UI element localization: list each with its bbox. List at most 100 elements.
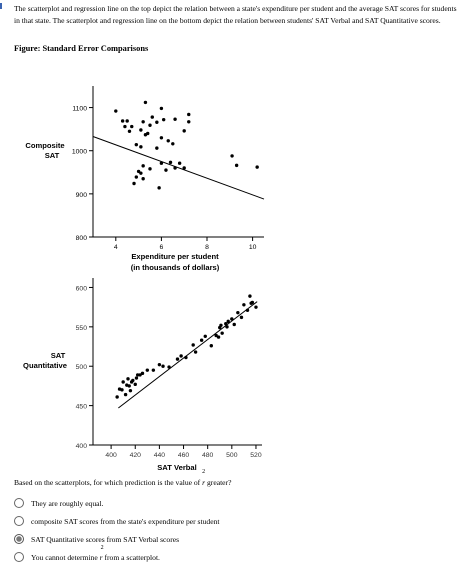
option-var: r (99, 552, 103, 562)
data-point (157, 362, 162, 367)
data-point (179, 354, 183, 358)
option-label: SAT Quantitative scores from SAT Verbal … (31, 534, 180, 544)
figure-title: Figure: Standard Error Comparisons (14, 44, 149, 53)
y-tick-label: 1000 (72, 149, 87, 156)
data-point (134, 175, 139, 179)
top-x-label-line1: Expenditure per student (131, 252, 219, 261)
bottom-chart: 400 450 500 550 600 400 420 440 460 480 500 520 SAT… (23, 278, 262, 472)
option-roughly-equal[interactable]: They are roughly equal. (14, 494, 454, 512)
data-point (236, 310, 240, 315)
data-point (130, 124, 134, 129)
x-tick-label: 4 (114, 244, 118, 251)
bottom-y-label-line2: Quantitative (23, 361, 67, 370)
data-point (148, 167, 152, 171)
data-point (159, 161, 164, 165)
data-point (219, 323, 223, 327)
data-point (187, 120, 191, 124)
data-point (182, 129, 186, 133)
x-tick-label: 460 (178, 452, 190, 459)
x-tick-label: 480 (202, 452, 214, 459)
data-point (139, 128, 143, 132)
data-point (141, 164, 145, 168)
data-point (155, 146, 159, 150)
data-point (232, 322, 236, 327)
data-point (125, 119, 129, 123)
question-text: Based on the scatterplots, for which pre… (14, 469, 232, 487)
data-point (151, 368, 156, 372)
x-tick-label: 400 (105, 452, 117, 459)
data-point (193, 350, 198, 354)
data-point (150, 115, 154, 119)
data-point (173, 117, 177, 121)
data-point (239, 315, 244, 320)
radio-button-selected[interactable] (14, 534, 24, 544)
data-point (133, 382, 137, 387)
x-tick-label: 10 (249, 244, 257, 251)
data-point (135, 373, 140, 377)
data-point (157, 186, 161, 190)
question-after: greater? (207, 478, 232, 487)
y-tick-label: 1100 (72, 106, 87, 113)
x-tick-label: 6 (160, 244, 164, 251)
bottom-ticks: 400 450 500 550 600 400 420 440 460 480 500 520 (76, 285, 262, 459)
y-tick-label: 600 (76, 285, 88, 292)
data-point (166, 139, 170, 143)
top-regression-line (92, 136, 265, 200)
option-composite-from-expenditure[interactable]: composite SAT scores from the state's ex… (14, 512, 454, 530)
data-point (140, 371, 145, 376)
data-point (145, 368, 150, 372)
answer-options: They are roughly equal. composite SAT sc… (14, 494, 454, 566)
data-point (114, 109, 118, 113)
option-exponent: 2 (100, 544, 104, 551)
data-point (161, 364, 165, 368)
option-quant-from-verbal[interactable]: SAT Quantitative scores from SAT Verbal … (14, 530, 454, 548)
data-point (123, 392, 128, 397)
data-point (191, 343, 195, 347)
bottom-y-label-line1: SAT (51, 351, 66, 360)
radio-button[interactable] (14, 552, 24, 562)
x-tick-label: 500 (226, 452, 238, 459)
bottom-x-label: SAT Verbal (157, 463, 197, 472)
top-ticks: 800 900 1000 1100 4 6 8 10 (72, 106, 257, 251)
data-point (115, 395, 119, 399)
data-point (250, 300, 255, 305)
data-point (127, 129, 132, 133)
y-tick-label: 500 (76, 364, 88, 371)
data-point (134, 376, 139, 380)
data-point (187, 112, 191, 117)
bottom-points (115, 294, 258, 399)
data-point (123, 124, 127, 129)
radio-button[interactable] (14, 498, 24, 508)
radio-button[interactable] (14, 516, 24, 526)
data-point (120, 119, 125, 123)
data-point (203, 334, 207, 338)
data-point (148, 123, 152, 127)
data-point (175, 357, 180, 361)
page-edge-marker (0, 3, 2, 9)
top-x-label-line2: (in thousands of dollars) (131, 263, 220, 272)
data-point (214, 333, 218, 338)
data-point (255, 165, 259, 169)
data-point (199, 338, 204, 342)
data-point (143, 133, 148, 137)
data-point (120, 388, 124, 392)
x-tick-label: 420 (130, 452, 142, 459)
data-point (141, 177, 145, 181)
data-point (216, 335, 221, 339)
data-point (128, 388, 133, 393)
option-label-before: You cannot determine (31, 552, 98, 562)
option-label: They are roughly equal. (31, 498, 104, 508)
question-var: r (202, 478, 206, 487)
option-label-after: from a scatterplot. (104, 552, 160, 562)
data-point (141, 120, 145, 124)
x-tick-label: 520 (250, 452, 262, 459)
y-tick-label: 800 (76, 235, 88, 242)
y-tick-label: 550 (76, 325, 88, 332)
top-y-label-line2: SAT (45, 151, 60, 160)
data-point (254, 305, 258, 309)
data-point (139, 171, 143, 175)
y-tick-label: 450 (76, 404, 88, 411)
option-label: composite SAT scores from the state's ex… (31, 516, 220, 526)
